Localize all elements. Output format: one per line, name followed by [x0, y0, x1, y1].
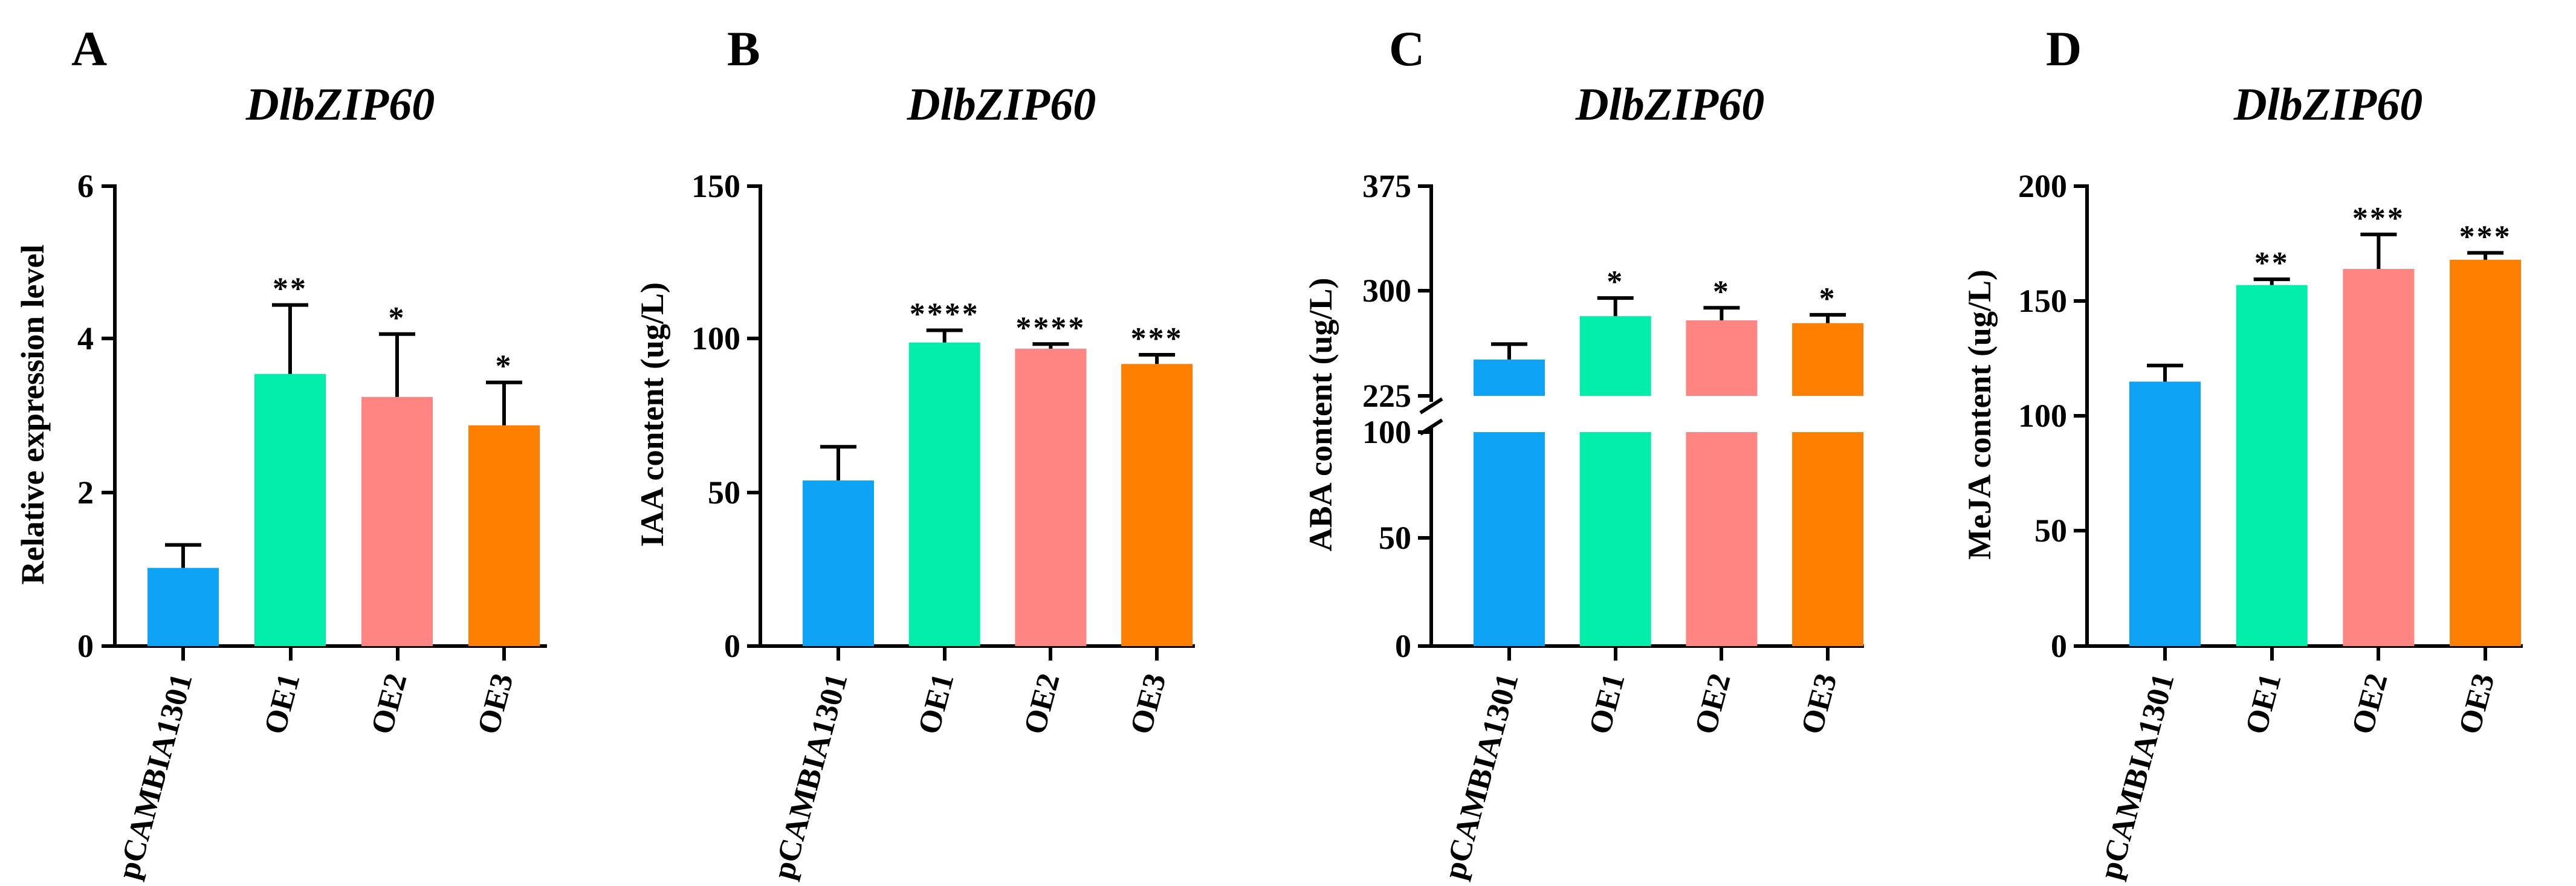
bar	[2236, 285, 2308, 646]
y-tick-label: 0	[1395, 628, 1411, 664]
significance-label: *	[496, 349, 513, 384]
y-tick-label: 100	[2018, 398, 2067, 434]
x-category-label: OE3	[471, 670, 520, 737]
x-category-label: OE2	[364, 670, 413, 737]
significance-label: *	[389, 301, 406, 335]
significance-label: *	[1607, 265, 1624, 299]
bar	[361, 396, 433, 646]
bars: ****	[147, 272, 540, 646]
y-tick-label: 50	[708, 474, 740, 511]
x-category-label: pCAMBIA1301	[766, 670, 855, 882]
panel-title: DlbZIP60	[2233, 79, 2422, 130]
panel-letter: A	[71, 21, 107, 76]
y-axis: 0 2 4 6	[77, 168, 117, 664]
x-axis: pCAMBIA1301 OE1 OE2 OE3	[111, 644, 547, 883]
y-tick-label: 6	[77, 168, 94, 204]
bar	[1121, 364, 1193, 646]
significance-label: ***	[1131, 322, 1183, 356]
bar	[147, 567, 219, 646]
y-axis-label: ABA content (ug/L)	[1303, 277, 1339, 551]
bar	[1792, 432, 1864, 646]
y-axis-label: MeJA content (ug/L)	[1961, 270, 1998, 560]
y-tick-label: 4	[77, 320, 94, 357]
bar	[468, 425, 540, 646]
significance-label: **	[2254, 246, 2290, 280]
y-tick-label: 100	[1362, 414, 1411, 450]
bar	[2343, 268, 2415, 647]
x-category-label: pCAMBIA1301	[111, 670, 199, 882]
x-category-label: OE2	[1017, 670, 1066, 737]
bar	[1015, 348, 1087, 646]
bar	[1474, 359, 1545, 396]
bar	[1474, 432, 1545, 646]
y-tick-label: 0	[77, 628, 94, 664]
bar	[1686, 320, 1758, 396]
y-tick-label: 200	[2018, 168, 2067, 204]
significance-label: ****	[1015, 311, 1086, 345]
bars: * * *	[1474, 265, 1864, 646]
x-category-label: pCAMBIA1301	[2093, 670, 2181, 882]
bar	[254, 373, 326, 646]
panel-letter: B	[727, 21, 760, 76]
y-tick-label: 225	[1362, 378, 1411, 414]
bar	[908, 342, 980, 646]
y-tick-label: 300	[1362, 273, 1411, 309]
y-tick-label: 0	[2051, 628, 2067, 664]
significance-label: ***	[2459, 219, 2512, 254]
panel-letter: C	[1389, 21, 1425, 76]
y-tick-label: 50	[1379, 520, 1411, 556]
x-category-label: OE3	[2452, 670, 2501, 737]
panel-b: B DlbZIP60 IAA content (ug/L) 0 50 100 1…	[634, 21, 1195, 883]
panel-a: A DlbZIP60 Relative expression level 0 2…	[15, 21, 547, 883]
y-axis: 0 50 100 150 200	[2018, 168, 2089, 664]
significance-label: **	[273, 272, 308, 306]
x-category-label: OE1	[911, 670, 960, 737]
x-category-label: OE3	[1794, 670, 1843, 737]
significance-label: *	[1713, 274, 1730, 309]
panel-d: D DlbZIP60 MeJA content (ug/L) 0 50 100 …	[1961, 21, 2523, 883]
bar	[1579, 316, 1651, 396]
axis-break-mark	[1419, 397, 1443, 415]
bars: **** **** ***	[803, 297, 1193, 646]
y-tick-label: 2	[77, 474, 94, 511]
y-axis-label: IAA content (ug/L)	[634, 282, 670, 547]
significance-label: *	[1819, 282, 1837, 316]
y-axis: 0 50 100 225 300 375	[1362, 168, 1443, 664]
x-category-label: OE3	[1124, 670, 1173, 737]
x-axis: pCAMBIA1301 OE1 OE2 OE3	[2085, 644, 2523, 883]
y-tick-label: 100	[691, 320, 740, 357]
bars: ********	[2129, 201, 2522, 647]
y-tick-label: 375	[1362, 168, 1411, 204]
bar	[1686, 432, 1758, 646]
y-tick-label: 50	[2034, 513, 2067, 549]
y-tick-label: 0	[724, 628, 740, 664]
y-tick-label: 150	[2018, 283, 2067, 319]
panel-title: DlbZIP60	[245, 79, 435, 130]
significance-label: ***	[2352, 201, 2405, 236]
bar	[1792, 323, 1864, 396]
x-category-label: OE2	[1688, 670, 1737, 737]
bar	[2450, 259, 2522, 646]
panel-title: DlbZIP60	[1575, 79, 1764, 130]
bar	[2129, 381, 2201, 646]
x-category-label: OE1	[2239, 670, 2288, 737]
x-category-label: pCAMBIA1301	[1437, 670, 1526, 882]
significance-label: ****	[910, 297, 980, 331]
x-axis: pCAMBIA1301 OE1 OE2 OE3	[1429, 644, 1864, 883]
x-category-label: OE2	[2345, 670, 2394, 737]
bar	[803, 480, 874, 646]
y-tick-label: 150	[691, 168, 740, 204]
panel-title: DlbZIP60	[907, 79, 1096, 130]
panel-c: C DlbZIP60 ABA content (ug/L) 0 50 100 2…	[1303, 21, 1864, 883]
x-category-label: OE1	[1582, 670, 1631, 737]
y-axis: 0 50 100 150	[691, 168, 762, 664]
y-axis-label: Relative expression level	[15, 245, 51, 585]
x-axis: pCAMBIA1301 OE1 OE2 OE3	[759, 644, 1195, 883]
bar	[1579, 432, 1651, 646]
x-category-label: OE1	[257, 670, 306, 737]
panel-letter: D	[2046, 21, 2082, 76]
